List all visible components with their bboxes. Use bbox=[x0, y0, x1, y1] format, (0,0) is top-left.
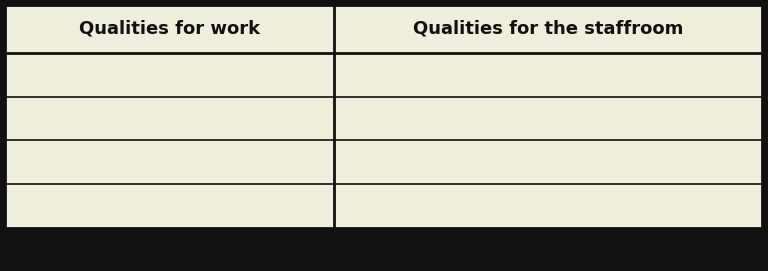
Bar bbox=[5, 184, 334, 228]
Bar bbox=[334, 97, 762, 140]
Text: Qualities for the staffroom: Qualities for the staffroom bbox=[413, 20, 684, 38]
Bar bbox=[334, 184, 762, 228]
Bar bbox=[334, 140, 762, 184]
Bar bbox=[334, 53, 762, 97]
Bar bbox=[5, 53, 334, 97]
Bar bbox=[5, 140, 334, 184]
Bar bbox=[5, 97, 334, 140]
Text: Qualities for work: Qualities for work bbox=[79, 20, 260, 38]
Bar bbox=[334, 5, 762, 53]
Bar bbox=[5, 5, 762, 228]
Bar bbox=[5, 5, 334, 53]
